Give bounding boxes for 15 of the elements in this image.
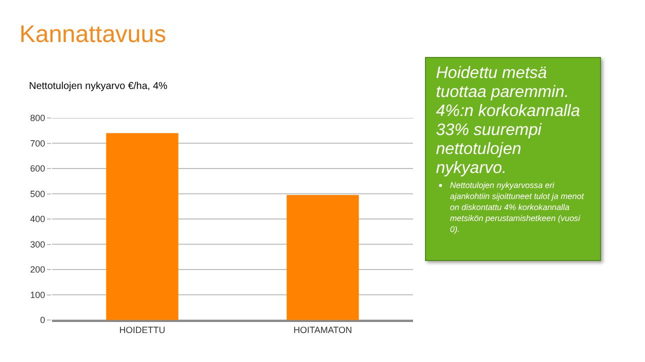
y-tick-label: 400 <box>30 214 46 224</box>
chart-title: Kannattavuus <box>19 21 166 48</box>
y-tick-label: 200 <box>30 264 46 275</box>
x-tick-label: HOIDETTU <box>119 324 166 335</box>
y-tick-label: 300 <box>30 239 46 250</box>
y-tick-label: 500 <box>30 188 46 199</box>
y-tick-label: 600 <box>30 164 46 174</box>
x-tick-label: HOITAMATON <box>294 324 352 335</box>
text: Nettotulojen nykyarvossa eri ajankohtiin sijoittuneet tulot ja menot on diskontattu 4% korkokannalla metsikön perustamishetkeen (vuosi 0). <box>450 180 585 235</box>
chart-subtitle: Nettotulojen nykyarvo €/ha, 4% <box>29 81 168 92</box>
text: Hoidettu metsä tuottaa paremmin. 4%:n korkokannalla 33% suurempi nettotulojen nykyarvo. <box>436 64 582 178</box>
y-tick-label: 700 <box>30 138 46 148</box>
y-tick-label: 0 <box>40 315 46 326</box>
y-tick-label: 800 <box>30 113 46 124</box>
y-tick-label: 100 <box>30 290 46 300</box>
